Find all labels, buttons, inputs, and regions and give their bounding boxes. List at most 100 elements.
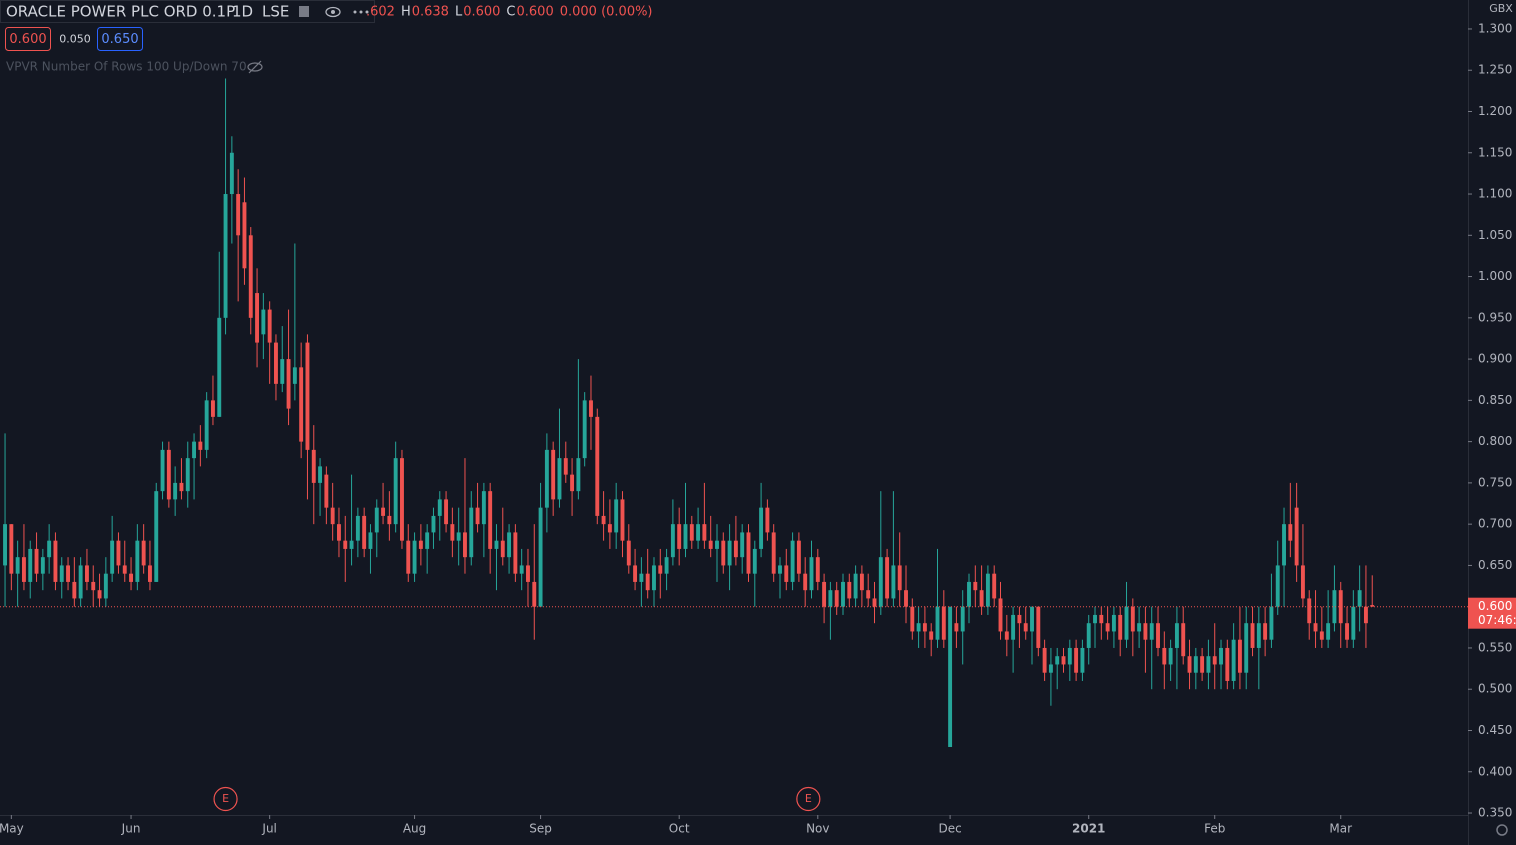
candle-body (242, 202, 247, 269)
candle-body (1181, 623, 1186, 657)
candle-body (1326, 623, 1331, 640)
candle-body (9, 524, 14, 574)
candle-body (652, 565, 656, 591)
x-tick-label: 2021 (1072, 822, 1105, 836)
candle-body (740, 532, 745, 558)
candle-body (78, 565, 83, 599)
candle-body (318, 466, 323, 483)
candle-body (796, 540, 801, 574)
y-tick-label: 1.250 (1478, 63, 1512, 77)
candle-body (563, 458, 568, 475)
y-tick-label: 0.750 (1478, 475, 1512, 489)
candle-body (715, 540, 719, 549)
candle-body (368, 532, 373, 549)
candle-body (998, 598, 1003, 632)
candle-body (1055, 656, 1060, 665)
candle-body (1225, 647, 1230, 681)
last-price-label: 0.600 (1478, 599, 1512, 613)
x-tick-label: Jul (261, 822, 276, 836)
candle-body (1319, 631, 1324, 640)
candle-body (532, 581, 537, 607)
candle-body (1332, 590, 1337, 624)
candle-body (1118, 614, 1123, 640)
candle-body (374, 507, 379, 533)
candle-body (66, 565, 70, 582)
candle-body (771, 532, 776, 574)
candle-body (1149, 623, 1154, 640)
candle-body (456, 532, 461, 541)
candle-body (255, 293, 260, 343)
candle-body (204, 400, 209, 450)
candle-body (1338, 590, 1343, 624)
candle-body (185, 458, 190, 492)
y-tick-label: 1.300 (1478, 21, 1512, 35)
ask-box[interactable] (97, 27, 143, 51)
candle-body (513, 532, 518, 574)
candle-body (53, 540, 58, 582)
y-tick-label: 0.800 (1478, 434, 1512, 448)
candle-body (979, 590, 984, 607)
legend-value: 0.638 (412, 5, 449, 20)
candle-body (948, 606, 953, 747)
candle-body (733, 540, 738, 558)
candle-body (211, 400, 215, 417)
candle-body (878, 557, 883, 607)
legend-key: H (401, 5, 411, 20)
candle-body (1143, 623, 1148, 640)
candle-body (576, 458, 581, 492)
hidden-icon[interactable] (247, 60, 263, 74)
candle-body (267, 309, 272, 343)
candle-body (859, 573, 864, 591)
currency: GBX (1489, 2, 1513, 15)
y-tick-label: 0.650 (1478, 558, 1512, 572)
earnings-circle (796, 786, 821, 812)
legend-key: C (506, 5, 515, 20)
candle-body (967, 581, 971, 607)
candle-body (141, 540, 146, 566)
eye-pupil (331, 10, 335, 14)
candle-body (954, 623, 959, 632)
earnings-marker[interactable]: E (213, 786, 238, 812)
more-icon[interactable] (353, 10, 369, 14)
candle-body (324, 474, 329, 508)
candle-body (1370, 605, 1375, 607)
candle-body (1048, 664, 1053, 673)
y-tick-label: 0.500 (1478, 682, 1512, 696)
settings-icon[interactable] (1496, 824, 1508, 836)
earnings-marker[interactable]: E (796, 786, 821, 812)
y-tick-label: 1.100 (1478, 187, 1512, 201)
candle-body (1036, 606, 1041, 648)
candle-body (822, 581, 827, 607)
candle-body (570, 474, 575, 492)
candle-body (217, 317, 222, 417)
candle-body (1351, 606, 1356, 640)
candle-body (784, 565, 789, 582)
candle-body (677, 524, 682, 549)
candle-body (129, 573, 134, 582)
bid-box[interactable] (5, 27, 51, 51)
flag-icon[interactable] (299, 6, 309, 17)
candle-body (393, 458, 398, 525)
candle-body (614, 499, 619, 533)
candle-body (1313, 623, 1318, 632)
y-tick-label: 1.050 (1478, 228, 1512, 242)
candle-body (261, 309, 266, 335)
last-price-box (1468, 597, 1516, 629)
candle-body (198, 441, 203, 450)
candle-body (1269, 606, 1274, 640)
candle-body (1307, 598, 1312, 624)
candle-body (381, 507, 386, 516)
candle-body (280, 359, 285, 384)
candle-body (916, 623, 921, 632)
candle-body (601, 515, 606, 525)
symbol-box[interactable] (0, 0, 375, 23)
legend-value: 0.600 (463, 5, 500, 20)
candle-body (582, 400, 587, 459)
eye-icon[interactable] (325, 6, 341, 18)
candle-body (639, 573, 644, 582)
candle-body (973, 581, 978, 591)
candle-body (1130, 606, 1135, 632)
candle-body (985, 573, 990, 607)
interval[interactable]: 1D (232, 3, 253, 21)
legend-value: 0.600 (517, 5, 554, 20)
